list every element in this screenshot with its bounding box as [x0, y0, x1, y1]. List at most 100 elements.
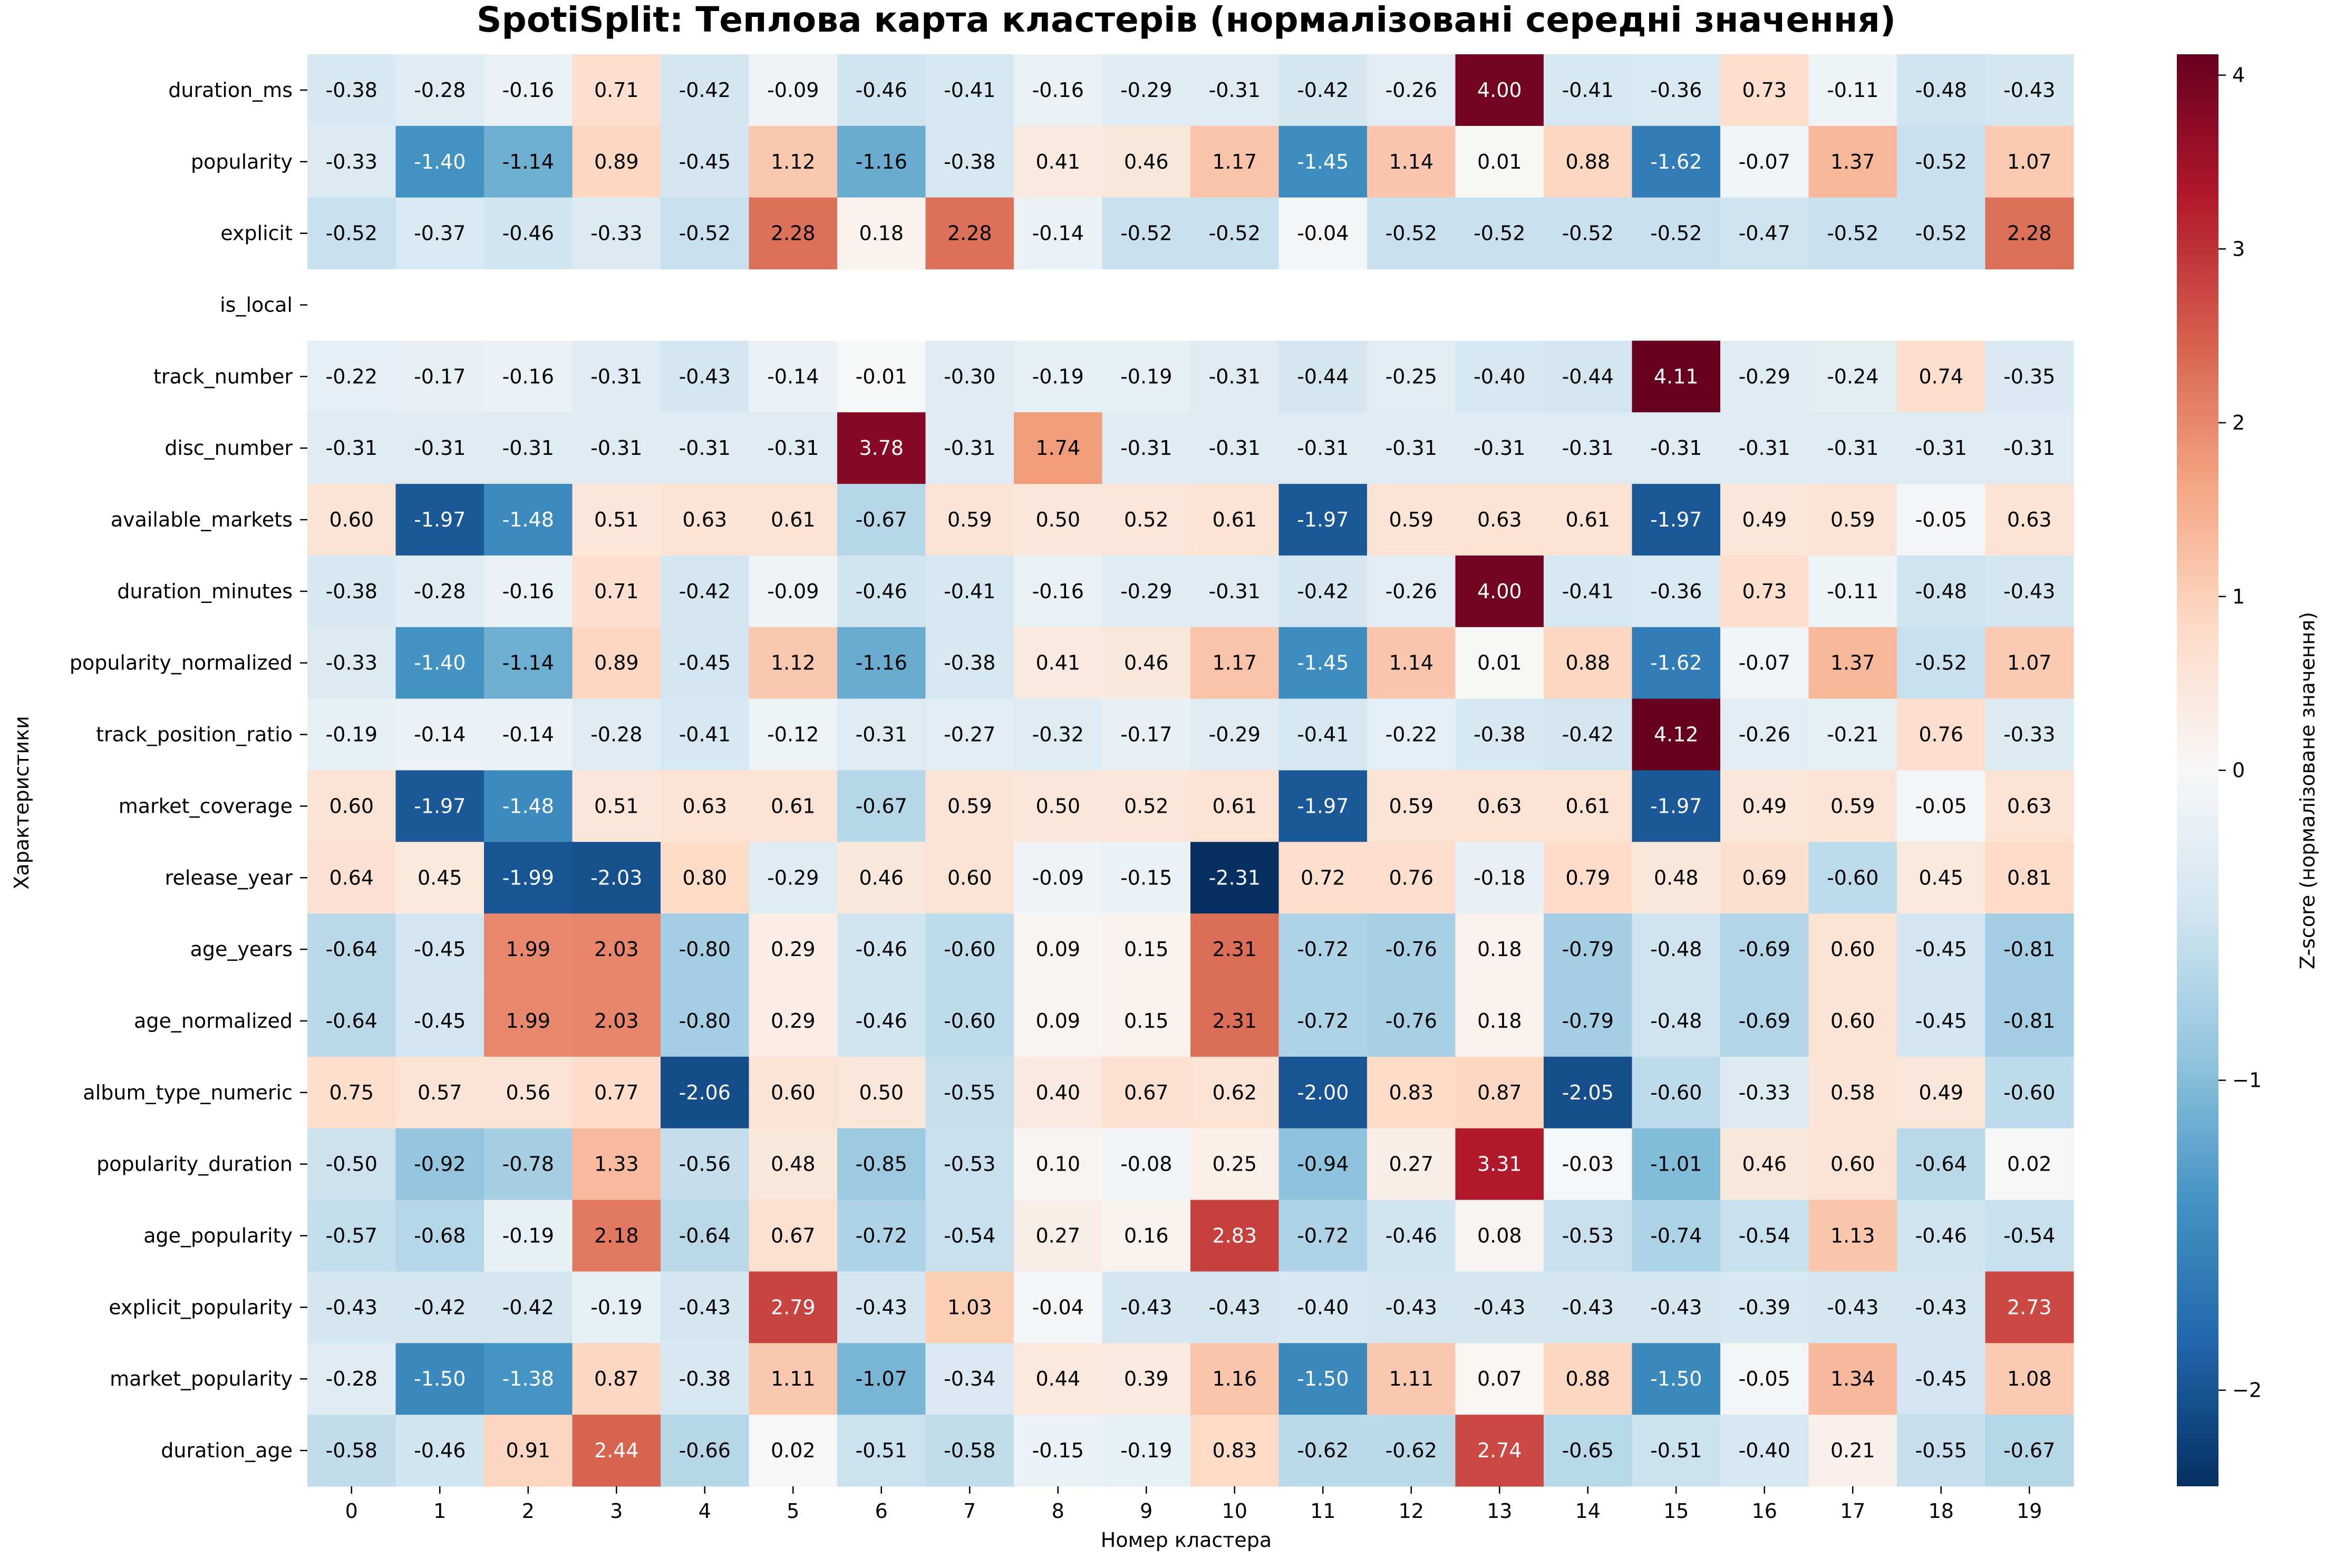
colorbar-tick-label: −2 [2232, 1379, 2262, 1402]
cell-value-label: -1.16 [856, 651, 907, 675]
cell-value-label: -0.52 [1209, 222, 1261, 245]
heatmap-cell [395, 1200, 485, 1272]
cell-value-label: -0.43 [1915, 1296, 1967, 1319]
heatmap-cell [307, 842, 396, 914]
heatmap-cell [1278, 125, 1368, 198]
cell-value-label: -0.31 [2003, 436, 2055, 460]
x-tick-label: 3 [610, 1499, 623, 1523]
heatmap-cell [1720, 1128, 1809, 1201]
heatmap-cell [1014, 1271, 1103, 1343]
heatmap-cell [1544, 1200, 1633, 1272]
colorbar-tick-label: −1 [2232, 1069, 2262, 1092]
cell-value-label: -0.53 [944, 1153, 995, 1176]
y-tick-label: popularity_normalized [70, 651, 293, 675]
cell-value-label: 0.63 [2007, 508, 2052, 531]
cell-value-label: -0.16 [502, 365, 554, 388]
heatmap-cell [661, 985, 750, 1057]
heatmap-cell [1455, 627, 1544, 699]
heatmap-cell [1190, 1271, 1280, 1343]
heatmap-cell [572, 1415, 661, 1487]
cell-value-label: -0.31 [1209, 79, 1261, 102]
cell-value-label: 0.25 [1212, 1153, 1257, 1176]
heatmap-cell [484, 1128, 573, 1201]
heatmap-cell [1367, 913, 1456, 986]
cell-value-label: -0.46 [502, 222, 554, 245]
heatmap-cell [1897, 1271, 1986, 1343]
heatmap-cell [1455, 125, 1544, 198]
heatmap-cell [1985, 842, 2074, 914]
colorbar-tick-label: 1 [2232, 585, 2245, 608]
heatmap-cell [925, 197, 1014, 270]
cell-value-label: -0.17 [1120, 723, 1172, 746]
heatmap-cell [572, 197, 661, 270]
cell-value-label: -0.26 [1386, 79, 1437, 102]
heatmap-cell [1455, 1200, 1544, 1272]
cell-value-label: -0.43 [1562, 1296, 1614, 1319]
x-tick-label: 14 [1575, 1499, 1601, 1523]
cell-value-label: 1.07 [2007, 651, 2052, 675]
colorbar-tick-label: 3 [2232, 237, 2245, 260]
heatmap-cell [925, 1056, 1014, 1129]
heatmap-cell [1014, 698, 1103, 771]
heatmap-cell [1102, 842, 1191, 914]
heatmap-cell [395, 913, 485, 986]
heatmap-cell [1632, 985, 1721, 1057]
cell-value-label: 0.60 [1830, 1009, 1875, 1033]
heatmap-cell [1455, 1271, 1544, 1343]
y-tick-label: is_local [220, 293, 293, 316]
cell-value-label: 0.59 [947, 508, 992, 531]
heatmap-cell [749, 1056, 838, 1129]
heatmap-cell [925, 555, 1014, 628]
y-tick-label: track_number [153, 365, 293, 388]
heatmap-cell [1190, 197, 1280, 270]
heatmap-cell [1985, 985, 2074, 1057]
cell-value-label: 0.73 [1742, 580, 1787, 603]
y-tick-label: duration_age [161, 1439, 293, 1462]
cell-value-label: -0.45 [1915, 1009, 1967, 1033]
x-tick-label: 19 [2017, 1499, 2042, 1523]
cell-value-label: -0.15 [1120, 866, 1172, 889]
cell-value-label: 0.52 [1124, 794, 1169, 817]
heatmap-cell [1014, 340, 1103, 413]
heatmap-cell [1455, 1056, 1544, 1129]
cell-value-label: 0.61 [1565, 508, 1610, 531]
heatmap-cell [837, 913, 926, 986]
cell-value-label: 0.27 [1035, 1224, 1080, 1248]
heatmap-cell [749, 555, 838, 628]
heatmap-cell [1808, 1271, 1897, 1343]
cell-value-label: -0.60 [1650, 1081, 1702, 1104]
y-tick-label: explicit_popularity [109, 1296, 293, 1319]
cell-value-label: -1.99 [502, 866, 554, 889]
heatmap-cell [749, 627, 838, 699]
cell-value-label: 0.45 [1919, 866, 1963, 889]
heatmap-cell [1102, 1128, 1191, 1201]
cell-value-label: 0.75 [329, 1081, 374, 1104]
heatmap-cell [1190, 985, 1280, 1057]
heatmap-cell [925, 1128, 1014, 1201]
heatmap-cell [1367, 1271, 1456, 1343]
heatmap-cell [1455, 842, 1544, 914]
cell-value-label: -0.03 [1562, 1153, 1614, 1176]
heatmap-cell [1014, 412, 1103, 484]
cell-value-label: -0.31 [1474, 436, 1525, 460]
cell-value-label: -0.52 [1827, 222, 1878, 245]
heatmap-cell [1808, 1056, 1897, 1129]
cell-value-label: -0.44 [1297, 365, 1349, 388]
heatmap-cell [837, 985, 926, 1057]
heatmap-cell [925, 698, 1014, 771]
heatmap-cell [1102, 1056, 1191, 1129]
cell-value-label: -0.72 [1297, 1224, 1349, 1248]
x-tick-label: 2 [522, 1499, 535, 1523]
heatmap-cell [1014, 913, 1103, 986]
y-tick-label: age_years [190, 938, 293, 961]
cell-value-label: 0.61 [771, 794, 816, 817]
heatmap-cell [1278, 555, 1368, 628]
heatmap-cell [1367, 842, 1456, 914]
cell-value-label: -0.45 [414, 938, 466, 961]
heatmap-cell [661, 1056, 750, 1129]
heatmap-cell [1897, 842, 1986, 914]
cell-value-label: 0.71 [594, 79, 639, 102]
heatmap-cell [484, 1415, 573, 1487]
heatmap-cell [749, 197, 838, 270]
heatmap-cell [484, 842, 573, 914]
